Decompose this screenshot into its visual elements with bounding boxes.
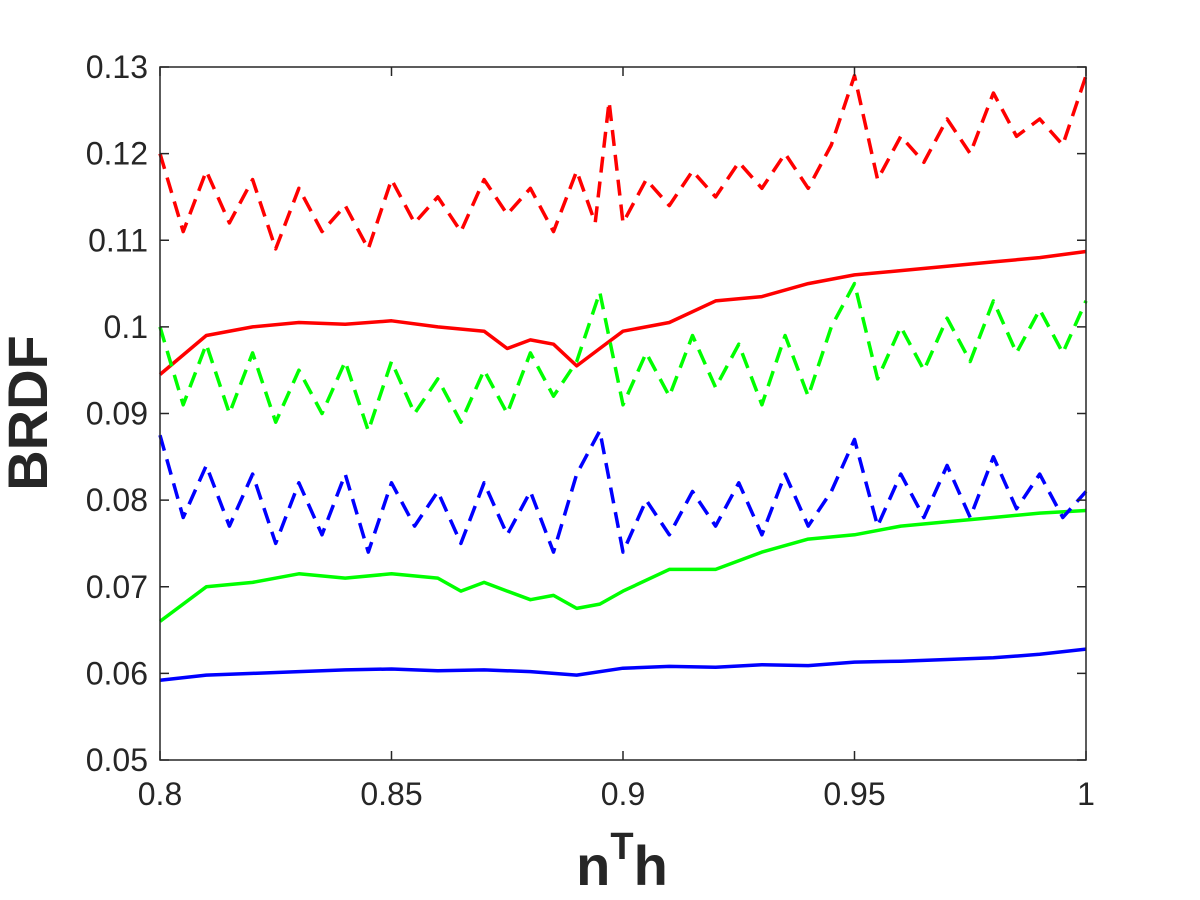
series-line-0 bbox=[158, 249, 1087, 376]
ticks-layer: 0.8 0.85 0.9 0.95 1 0.05 0.06 0.07 0.08 0.09 0.1 0.… bbox=[86, 49, 1095, 812]
y-tick-label: 0.12 bbox=[86, 136, 148, 172]
series-line-4 bbox=[159, 647, 1087, 683]
x-axis-title-subscript: h bbox=[634, 834, 668, 897]
series-line-2 bbox=[158, 508, 1087, 623]
y-tick-label: 0.08 bbox=[86, 482, 148, 518]
y-tick-label: 0.13 bbox=[86, 49, 148, 85]
y-tick-label: 0.06 bbox=[86, 655, 148, 691]
x-tick-label: 0.85 bbox=[360, 776, 422, 812]
y-tick-label: 0.05 bbox=[86, 742, 148, 778]
x-tick-label: 1 bbox=[1077, 776, 1095, 812]
y-tick-label: 0.09 bbox=[86, 396, 148, 432]
x-tick-label: 0.9 bbox=[601, 776, 645, 812]
x-axis-title: nTh bbox=[576, 826, 668, 897]
plot-background bbox=[160, 67, 1086, 760]
y-axis-title: BRDF bbox=[0, 335, 59, 491]
series-line-5 bbox=[158, 429, 1088, 554]
y-tick-label: 0.11 bbox=[88, 222, 148, 258]
series-layer bbox=[158, 73, 1088, 683]
x-axis-title-superscript: T bbox=[610, 826, 633, 868]
x-tick-label: 0.8 bbox=[138, 776, 182, 812]
x-tick-label: 0.95 bbox=[823, 776, 885, 812]
series-line-3 bbox=[158, 281, 1088, 433]
x-axis-title-base: n bbox=[576, 834, 610, 897]
y-tick-label: 0.1 bbox=[104, 309, 148, 345]
series-line-1 bbox=[158, 73, 1088, 251]
y-tick-label: 0.07 bbox=[86, 569, 148, 605]
